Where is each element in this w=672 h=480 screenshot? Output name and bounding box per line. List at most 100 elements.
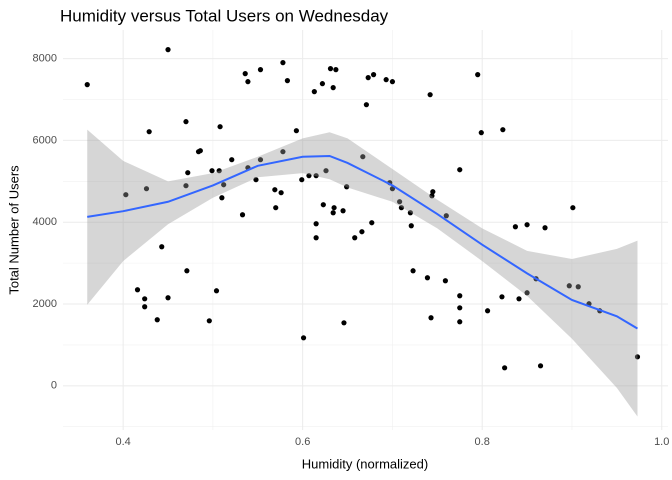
x-tick-label: 0.8 bbox=[475, 436, 490, 448]
point bbox=[383, 77, 389, 83]
point bbox=[280, 149, 286, 155]
y-tick-label: 2000 bbox=[33, 298, 57, 310]
smooth-line bbox=[87, 154, 638, 330]
point bbox=[333, 67, 339, 73]
point bbox=[429, 193, 435, 199]
point bbox=[330, 85, 336, 91]
point bbox=[410, 268, 416, 274]
point bbox=[216, 168, 222, 174]
point bbox=[272, 187, 278, 193]
x-tick-label: 0.6 bbox=[295, 436, 310, 448]
point bbox=[183, 119, 189, 125]
point bbox=[575, 284, 581, 290]
point bbox=[300, 335, 307, 341]
point bbox=[313, 221, 319, 227]
point bbox=[313, 235, 319, 241]
point bbox=[293, 128, 299, 134]
point bbox=[253, 177, 259, 183]
point bbox=[183, 183, 189, 189]
y-axis-title: Total Number of Users bbox=[6, 165, 21, 295]
point bbox=[165, 47, 171, 53]
point bbox=[242, 71, 248, 77]
point bbox=[219, 195, 225, 201]
point bbox=[428, 315, 434, 321]
point bbox=[542, 225, 548, 231]
point bbox=[306, 173, 312, 179]
point bbox=[340, 208, 346, 214]
y-tick-label: 4000 bbox=[33, 216, 57, 228]
point bbox=[457, 167, 463, 173]
point bbox=[524, 290, 530, 296]
point bbox=[197, 148, 203, 154]
point bbox=[499, 294, 505, 300]
point bbox=[457, 305, 463, 311]
point bbox=[370, 72, 377, 78]
point bbox=[319, 81, 326, 87]
point bbox=[159, 244, 165, 250]
point bbox=[537, 363, 544, 369]
point bbox=[478, 130, 484, 136]
y-tick-label: 8000 bbox=[33, 53, 57, 65]
point bbox=[397, 199, 403, 205]
x-axis-title: Humidity (normalized) bbox=[302, 456, 428, 471]
point bbox=[185, 170, 191, 176]
chart-title: Humidity versus Total Users on Wednesday bbox=[60, 6, 389, 25]
point bbox=[84, 82, 90, 88]
point bbox=[359, 229, 365, 235]
point bbox=[206, 318, 212, 324]
point bbox=[516, 296, 522, 302]
point bbox=[123, 192, 129, 198]
point bbox=[369, 220, 375, 226]
point bbox=[313, 173, 319, 179]
point bbox=[165, 295, 171, 301]
point bbox=[330, 210, 336, 216]
point bbox=[184, 268, 190, 274]
point bbox=[134, 287, 141, 293]
point bbox=[142, 304, 148, 310]
point bbox=[457, 293, 463, 299]
point bbox=[311, 89, 317, 95]
x-tick-label: 0.4 bbox=[115, 436, 130, 448]
point bbox=[217, 124, 223, 130]
point bbox=[146, 129, 152, 135]
point bbox=[143, 186, 150, 192]
point bbox=[634, 354, 641, 360]
point bbox=[408, 223, 414, 229]
point bbox=[284, 78, 291, 84]
point bbox=[221, 182, 227, 188]
point bbox=[398, 205, 405, 211]
point bbox=[327, 66, 334, 72]
confidence-band bbox=[87, 129, 638, 417]
point bbox=[566, 283, 572, 289]
point bbox=[213, 288, 220, 294]
point bbox=[320, 202, 326, 208]
point bbox=[280, 60, 286, 66]
y-tick-label: 0 bbox=[51, 380, 57, 392]
point bbox=[323, 168, 329, 174]
point bbox=[524, 222, 530, 228]
point bbox=[389, 79, 396, 85]
point bbox=[475, 72, 481, 78]
point bbox=[142, 296, 148, 302]
point bbox=[273, 205, 279, 211]
point bbox=[299, 177, 305, 183]
point bbox=[239, 212, 246, 218]
point bbox=[154, 317, 160, 323]
point bbox=[352, 235, 358, 241]
point bbox=[278, 190, 284, 196]
point bbox=[442, 278, 448, 284]
point bbox=[331, 205, 337, 211]
point bbox=[430, 189, 436, 195]
point bbox=[257, 67, 264, 73]
x-tick-label: 1.0 bbox=[654, 436, 669, 448]
point bbox=[427, 92, 433, 98]
point bbox=[209, 168, 215, 174]
point bbox=[457, 319, 463, 325]
point bbox=[245, 79, 251, 85]
point bbox=[443, 213, 449, 219]
point bbox=[570, 205, 576, 211]
point bbox=[424, 275, 431, 281]
y-tick-label: 6000 bbox=[33, 134, 57, 146]
point bbox=[341, 320, 347, 326]
